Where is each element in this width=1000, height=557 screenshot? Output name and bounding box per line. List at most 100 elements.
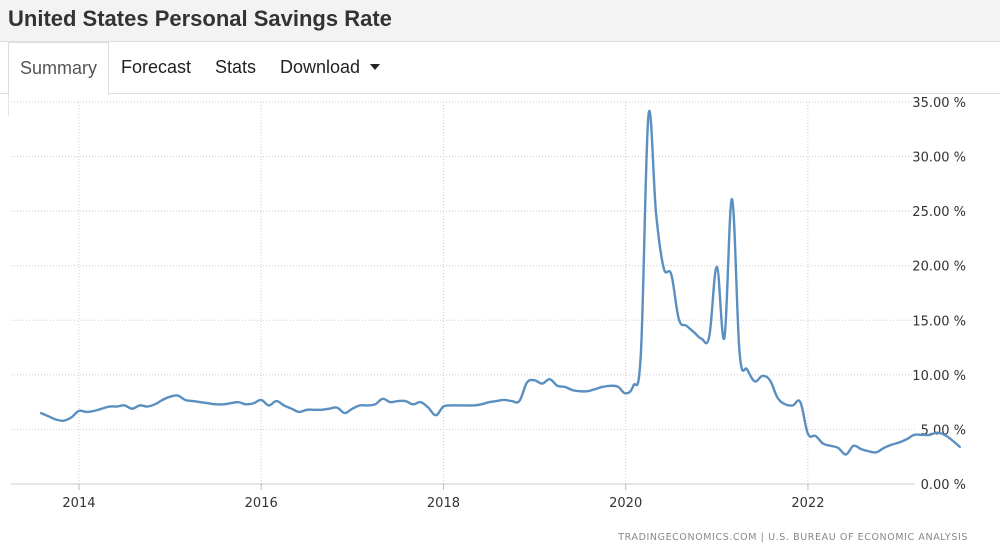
data-points <box>40 115 960 456</box>
x-tick-label: 2022 <box>791 496 824 511</box>
data-point <box>511 400 512 401</box>
data-point <box>139 405 140 406</box>
data-point <box>147 406 148 407</box>
x-tick-label: 2020 <box>609 496 642 511</box>
savings-rate-chart: 0.00 %5.00 %10.00 %15.00 %20.00 %25.00 %… <box>11 96 967 543</box>
data-point <box>71 417 72 418</box>
data-point <box>86 411 87 412</box>
data-point <box>352 408 353 409</box>
data-point <box>397 400 398 401</box>
data-point <box>640 352 641 353</box>
data-point <box>580 391 581 392</box>
data-point <box>921 434 922 435</box>
data-point <box>815 435 816 436</box>
y-tick-label: 20.00 % <box>912 260 966 275</box>
tab-stats[interactable]: Stats <box>215 57 257 77</box>
data-point <box>443 406 444 407</box>
data-point <box>701 338 702 339</box>
x-tick-labels: 2014 2016 2018 2020 2022 <box>62 496 824 511</box>
data-point <box>283 405 284 406</box>
data-point <box>116 406 117 407</box>
data-point <box>238 402 239 403</box>
data-point <box>253 403 254 404</box>
data-point <box>321 409 322 410</box>
data-point <box>671 274 672 275</box>
data-point <box>587 391 588 392</box>
tab-download[interactable]: Download <box>280 42 381 94</box>
data-point <box>329 408 330 409</box>
data-point <box>800 402 801 403</box>
data-point <box>63 420 64 421</box>
data-point <box>344 412 345 413</box>
data-point <box>914 434 915 435</box>
data-point <box>747 369 748 370</box>
data-point <box>534 380 535 381</box>
data-point <box>458 405 459 406</box>
data-point <box>716 266 717 267</box>
data-point <box>572 390 573 391</box>
data-point <box>602 386 603 387</box>
data-point <box>367 405 368 406</box>
x-gridlines <box>78 102 809 484</box>
tab-summary[interactable]: Summary <box>8 42 109 95</box>
data-point <box>868 451 869 452</box>
data-point <box>663 267 664 268</box>
data-point <box>412 404 413 405</box>
data-point <box>648 115 649 116</box>
data-point <box>359 405 360 406</box>
panel-edge <box>8 94 9 116</box>
page-title: United States Personal Savings Rate <box>8 6 392 31</box>
data-point <box>693 332 694 333</box>
series-line <box>39 110 962 456</box>
y-tick-label: 30.00 % <box>912 151 966 166</box>
data-point <box>549 379 550 380</box>
x-tick-marks <box>78 484 809 490</box>
data-point <box>405 400 406 401</box>
data-point <box>929 434 930 435</box>
data-point <box>595 388 596 389</box>
data-point <box>466 405 467 406</box>
data-point <box>678 319 679 320</box>
x-tick-label: 2014 <box>62 496 95 511</box>
data-point <box>906 439 907 440</box>
caret-down-icon <box>370 63 381 70</box>
data-point <box>306 409 307 410</box>
data-point <box>207 403 208 404</box>
data-point <box>101 408 102 409</box>
data-point <box>762 375 763 376</box>
data-point <box>754 381 755 382</box>
y-tick-label: 0.00 % <box>921 478 966 493</box>
data-point <box>48 416 49 417</box>
data-point <box>192 400 193 401</box>
data-point <box>739 352 740 353</box>
data-point <box>382 398 383 399</box>
data-point <box>853 445 854 446</box>
tab-download-label: Download <box>280 57 361 77</box>
data-point <box>230 403 231 404</box>
data-point <box>94 410 95 411</box>
data-point <box>481 404 482 405</box>
data-point <box>276 400 277 401</box>
data-point <box>124 405 125 406</box>
data-point <box>655 213 656 214</box>
data-point <box>314 409 315 410</box>
data-point <box>625 393 626 394</box>
data-point <box>952 440 953 441</box>
data-point <box>185 399 186 400</box>
data-point <box>686 325 687 326</box>
data-point <box>40 412 41 413</box>
data-point <box>299 411 300 412</box>
data-point <box>473 405 474 406</box>
data-point <box>450 405 451 406</box>
data-point <box>519 400 520 401</box>
data-point <box>223 404 224 405</box>
data-point <box>268 405 269 406</box>
data-point <box>769 380 770 381</box>
x-tick-label: 2018 <box>427 496 460 511</box>
y-gridlines <box>11 101 915 430</box>
y-tick-label: 25.00 % <box>912 205 966 220</box>
data-point <box>109 406 110 407</box>
tab-forecast[interactable]: Forecast <box>121 57 192 77</box>
data-point <box>944 434 945 435</box>
y-tick-labels: 0.00 %5.00 %10.00 %15.00 %20.00 %25.00 %… <box>912 96 966 493</box>
